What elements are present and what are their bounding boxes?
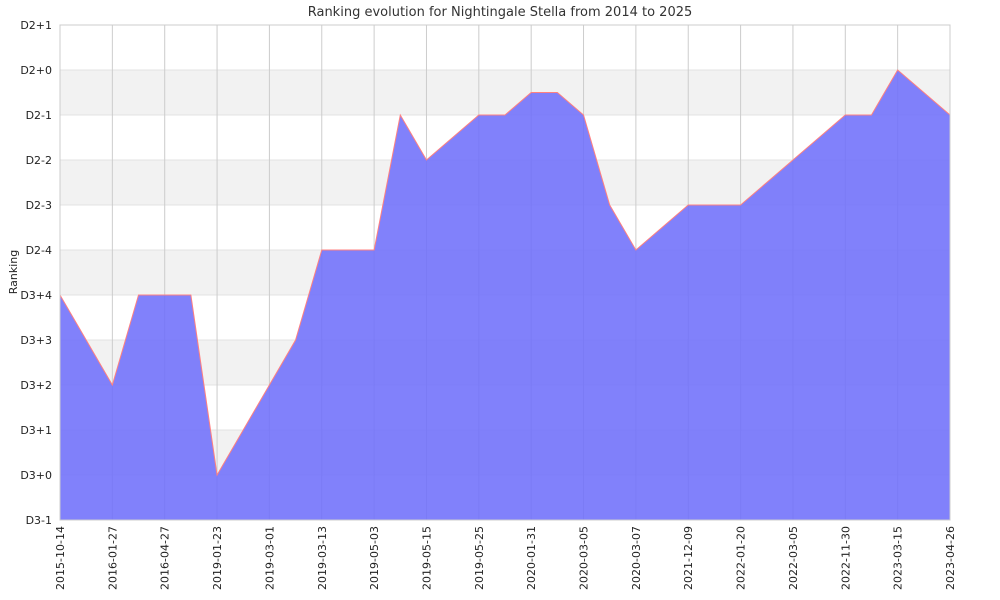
y-tick-label: D3+3	[20, 334, 52, 347]
x-tick-label: 2019-05-15	[420, 526, 433, 590]
x-tick-label: 2019-03-13	[316, 526, 329, 590]
series-line	[59, 69, 951, 477]
x-tick-label: 2022-01-20	[735, 526, 748, 590]
x-tick-label: 2020-03-05	[578, 526, 591, 590]
chart-title: Ranking evolution for Nightingale Stella…	[308, 5, 693, 20]
x-tick-label: 2016-04-27	[159, 526, 172, 590]
x-tick-label: 2019-05-25	[473, 526, 486, 590]
y-tick-label: D3-1	[26, 514, 52, 527]
y-tick-label: D3+2	[20, 379, 52, 392]
y-tick-label: D2+0	[20, 64, 52, 77]
x-tick-label: 2022-03-05	[787, 526, 800, 590]
y-tick-label: D2-1	[26, 109, 52, 122]
x-tick-label: 2020-01-31	[525, 526, 538, 590]
x-tick-label: 2023-03-15	[892, 526, 905, 590]
y-tick-label: D2-2	[26, 154, 52, 167]
y-axis-label: Ranking	[7, 250, 20, 295]
x-tick-label: 2019-05-03	[368, 526, 381, 590]
x-tick-label: 2021-12-09	[682, 526, 695, 590]
x-tick-label: 2020-03-07	[630, 526, 643, 590]
x-tick-label: 2019-03-01	[263, 526, 276, 590]
plot-border	[59, 24, 951, 521]
x-tick-label: 2022-11-30	[839, 526, 852, 590]
y-tick-label: D2+1	[20, 19, 52, 32]
x-tick-label: 2019-01-23	[211, 526, 224, 590]
x-axis-ticks: 2015-10-14 2016-01-27 2016-04-27 2019-01-23…	[54, 526, 957, 590]
x-tick-label: 2023-04-26	[944, 526, 957, 590]
y-tick-label: D3+1	[20, 424, 52, 437]
x-tick-label: 2016-01-27	[106, 526, 119, 590]
area-fill	[60, 70, 950, 520]
y-axis-ticks: D3-1 D3+0 D3+1 D3+2 D3+3 D3+4 D2-4 D2-3 D2-2 D2-1…	[20, 19, 52, 527]
x-tick-label: 2015-10-14	[54, 526, 67, 590]
plot-frame	[59, 24, 951, 521]
y-tick-label: D3+4	[20, 289, 52, 302]
ranking-area	[59, 69, 951, 520]
y-tick-label: D3+0	[20, 469, 52, 482]
band-8	[60, 70, 950, 115]
y-tick-label: D2-4	[26, 244, 52, 257]
y-tick-label: D2-3	[26, 199, 52, 212]
